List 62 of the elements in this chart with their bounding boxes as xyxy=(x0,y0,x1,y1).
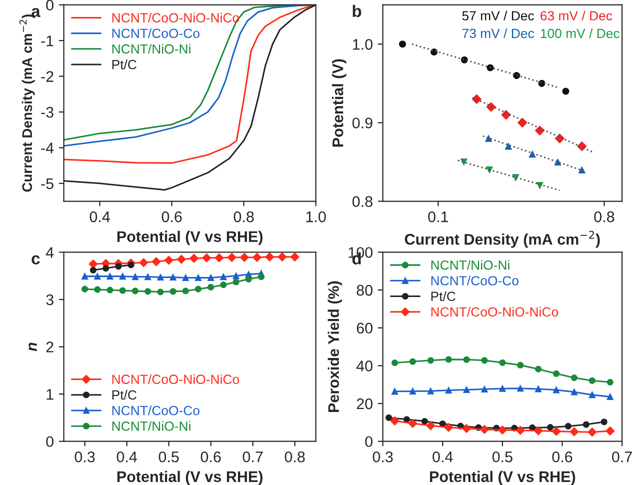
x-axis-title: Potential (V vs RHE) xyxy=(117,230,262,246)
y-tick-label: 2 xyxy=(46,342,54,352)
x-tick-label: 0.8 xyxy=(234,211,254,222)
y-tick-label: -4 xyxy=(41,142,54,154)
x-tick-label: 0.5 xyxy=(158,451,179,462)
y-tick-label: 60 xyxy=(356,322,372,334)
y-axis-title: Peroxide Yield (%) xyxy=(328,281,342,412)
x-tick-label: 0.6 xyxy=(162,211,182,222)
x-tick-label: 0.1 xyxy=(428,211,448,222)
chart-title: c xyxy=(32,255,40,264)
y-tick-label: -2 xyxy=(41,71,54,82)
y-tick-label: 0 xyxy=(46,0,54,11)
x-tick-label: 0.7 xyxy=(612,451,632,462)
legend-label: NCNT/CoO-Co xyxy=(431,276,518,286)
y-tick-label: 1.0 xyxy=(353,39,372,50)
x-tick-label: 0.3 xyxy=(74,451,95,462)
y-tick-label: -3 xyxy=(41,106,54,118)
x-tick-label: 0.4 xyxy=(116,451,137,462)
annotation: 73 mV / Dec xyxy=(462,28,534,38)
y-tick-label: -1 xyxy=(41,36,54,46)
annotation: 63 mV / Dec xyxy=(540,10,612,20)
chart-title: a xyxy=(32,8,40,18)
y-tick-label: 0.9 xyxy=(352,118,372,128)
chart-title: b xyxy=(352,4,362,18)
legend-label: NCNT/CoO-NiO-NiCo xyxy=(112,12,240,22)
y-tick-label: 40 xyxy=(356,360,372,372)
y-tick-label: 3 xyxy=(46,294,54,306)
x-tick-label: 0.5 xyxy=(492,451,512,462)
y-axis-title: Potential (V) xyxy=(332,59,346,147)
y-tick-label: 80 xyxy=(356,284,372,296)
legend-label: Pt/C xyxy=(112,390,136,400)
y-axis-title: n xyxy=(28,342,37,352)
x-tick-label: 0.8 xyxy=(284,451,305,462)
x-axis-title: Potential (V vs RHE) xyxy=(117,470,262,485)
legend-label: NCNT/CoO-Co xyxy=(112,406,200,416)
x-tick-label: 0.3 xyxy=(372,451,393,462)
x-tick-label: 0.6 xyxy=(552,451,572,462)
x-tick-label: 0.6 xyxy=(200,451,221,462)
legend-label: NCNT/NiO-Ni xyxy=(112,44,190,54)
y-tick-label: 0 xyxy=(365,436,372,448)
legend-label: NCNT/NiO-Ni xyxy=(112,421,190,431)
x-tick-label: 0.7 xyxy=(242,451,263,462)
legend-label: NCNT/CoO-NiO-NiCo xyxy=(112,374,240,384)
legend-label: Pt/C xyxy=(431,291,456,302)
legend-label: NCNT/CoO-NiO-NiCo xyxy=(431,306,558,317)
x-tick-label: 0.8 xyxy=(594,211,614,222)
y-tick-label: 0.8 xyxy=(352,196,372,207)
x-tick-label: 0.4 xyxy=(432,451,453,462)
annotation: 57 mV / Dec xyxy=(462,10,534,20)
legend-label: NCNT/NiO-Ni xyxy=(431,260,510,270)
x-axis-title: Potential (V vs RHE) xyxy=(430,470,576,485)
x-axis-title: Current Density (mA cm$^{−2}$) xyxy=(404,230,600,248)
y-tick-label: 1 xyxy=(46,389,54,400)
y-tick-label: 20 xyxy=(356,398,372,410)
y-tick-label: -5 xyxy=(41,178,54,190)
y-tick-label: 4 xyxy=(46,247,54,258)
x-tick-label: 0.4 xyxy=(90,211,110,222)
legend-label: Pt/C xyxy=(112,60,136,70)
y-tick-label: 0 xyxy=(46,436,54,448)
x-tick-label: 1.0 xyxy=(306,211,326,222)
legend-label: NCNT/CoO-Co xyxy=(112,28,200,38)
annotation: 100 mV / Dec xyxy=(540,28,620,38)
